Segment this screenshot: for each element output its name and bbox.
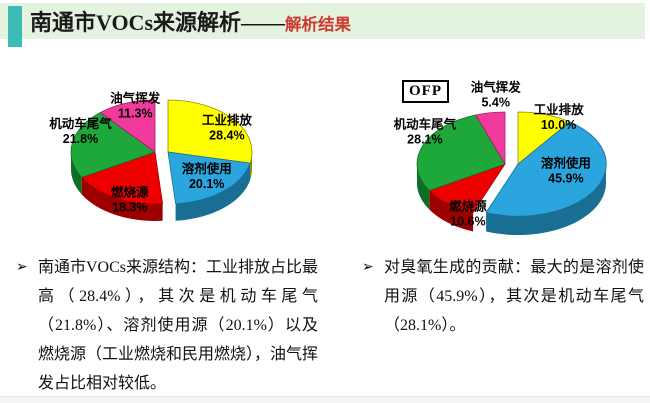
pie-slice	[167, 151, 251, 205]
ofp-contribution-pie-chart: 工业排放 10.0% 溶剂使用 45.9% 燃烧源 10.6% 机动车尾气 28.1% 油气挥发…	[394, 79, 607, 236]
left-bullet-text: 南通市VOCs来源结构：工业排放占比最高（28.4%），其次是机动车尾气（21.…	[38, 259, 319, 392]
pie-slice-side	[81, 177, 163, 222]
pie-slice-side	[417, 164, 430, 210]
pie-slice	[99, 99, 156, 153]
pie-slice-side	[175, 163, 251, 221]
pie-slice-label: 燃烧源 10.6%	[449, 199, 487, 229]
pie-slice-label: 溶剂使用 45.9%	[541, 155, 591, 185]
ofp-badge: OFP	[402, 80, 449, 103]
slide-bottom-edge	[0, 396, 650, 403]
pie-slice	[167, 99, 253, 164]
pie-slice-side	[429, 190, 474, 232]
left-bullet: ➢ 南通市VOCs来源结构：工业排放占比最高（28.4%），其次是机动车尾气（2…	[16, 253, 318, 398]
vocs-source-pie-chart: 工业排放 28.4% 溶剂使用 20.1% 燃烧源 18.3% 机动车尾气 21.8%油气挥发…	[49, 91, 253, 222]
pie-slice	[475, 111, 506, 165]
pie-slice	[485, 121, 607, 217]
pie-slice-label: 工业排放 10.0%	[534, 102, 585, 132]
pie-slice-side	[71, 152, 82, 195]
pie-slice-label: 燃烧源 18.3%	[111, 184, 149, 214]
pie-slice	[81, 151, 163, 205]
right-bullet-text: 对臭氧生成的贡献：最大的是溶剂使用源（45.9%），其次是机动车尾气（28.1%…	[384, 259, 644, 334]
pie-slice-label: 油气挥发 5.4%	[471, 79, 522, 109]
page-title: 南通市VOCs来源解析——解析结果	[30, 8, 630, 40]
header-band	[0, 3, 645, 39]
pie-slice-label: 机动车尾气 21.8%	[49, 116, 112, 146]
pie-slice	[416, 114, 506, 191]
title-accent: 解析结果	[285, 15, 352, 34]
pie-slice-side	[486, 164, 606, 236]
pie-slice-label: 机动车尾气 28.1%	[394, 117, 457, 147]
bullet-arrow-icon: ➢	[362, 260, 374, 275]
header-accent-bar	[8, 6, 22, 47]
right-bullet: ➢ 对臭氧生成的贡献：最大的是溶剂使用源（45.9%），其次是机动车尾气（28.…	[362, 253, 644, 340]
pie-slice-label: 溶剂使用 20.1%	[182, 161, 232, 191]
title-main: 南通市VOCs来源解析——	[30, 10, 286, 35]
bullet-arrow-icon: ➢	[16, 260, 28, 275]
pie-slice	[70, 112, 156, 178]
pie-slice-label: 工业排放 28.4%	[202, 113, 253, 143]
pie-slice-label: 油气挥发 11.3%	[110, 91, 161, 121]
